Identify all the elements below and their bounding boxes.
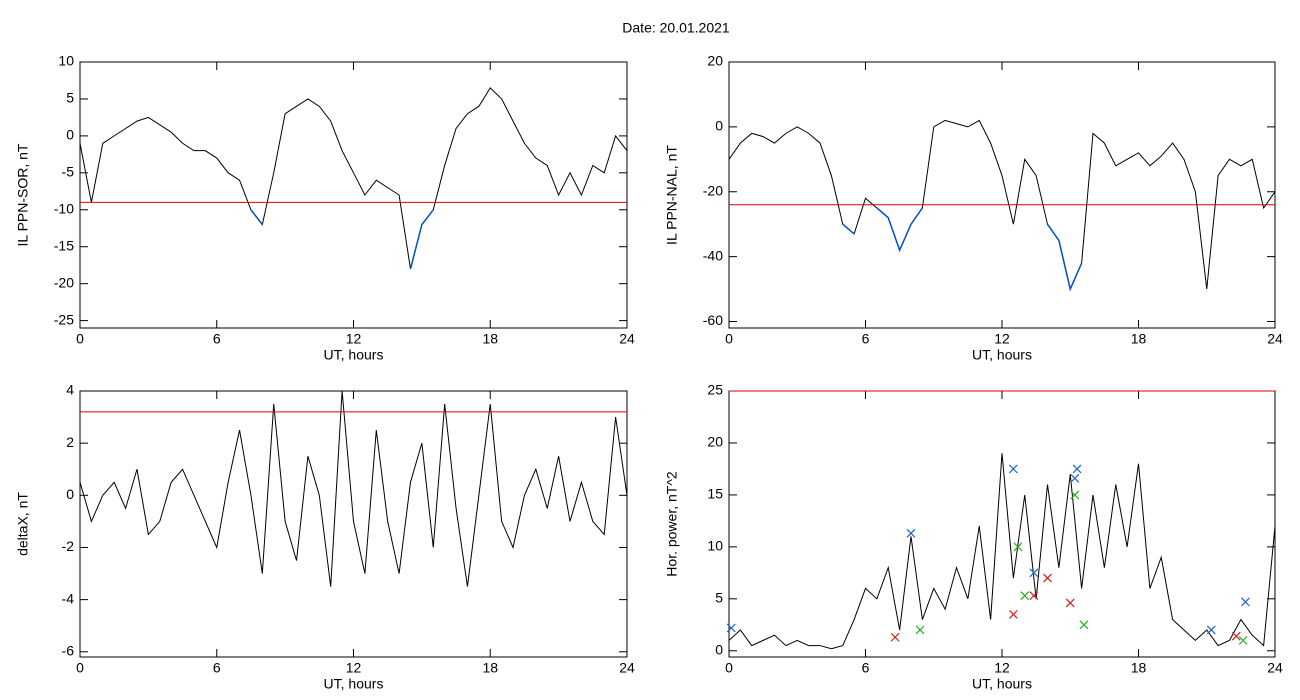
y-axis-label: deltaX, nT — [15, 492, 31, 556]
cross-marker — [726, 623, 736, 633]
y-axis-label: IL PPN-SOR, nT — [15, 143, 31, 246]
y-tick-label: 25 — [707, 382, 723, 398]
x-tick-label: 12 — [994, 331, 1010, 347]
y-tick-label: 10 — [58, 53, 74, 69]
data-line — [728, 453, 1276, 650]
x-axis-label: UT, hours — [324, 676, 384, 692]
y-tick-label: 4 — [66, 382, 74, 398]
y-tick-label: 10 — [707, 538, 723, 554]
plot-frame — [728, 61, 1276, 329]
cross-marker — [1070, 473, 1080, 483]
below-threshold-line — [409, 209, 434, 270]
y-tick-label: 2 — [66, 434, 74, 450]
cross-marker — [1206, 625, 1216, 635]
cross-marker — [890, 632, 900, 642]
y-tick-label: -25 — [54, 311, 74, 327]
data-line — [728, 119, 1276, 291]
x-tick-label: 12 — [346, 660, 362, 676]
y-tick-label: 0 — [66, 127, 74, 143]
plot-frame — [79, 390, 628, 658]
y-tick-label: -10 — [54, 200, 74, 216]
y-tick-label: -15 — [54, 237, 74, 253]
y-tick-label: -40 — [703, 247, 723, 263]
below-threshold-line — [250, 209, 263, 226]
x-tick-label: 12 — [994, 660, 1010, 676]
y-tick-label: -60 — [703, 312, 723, 328]
y-tick-label: 0 — [66, 486, 74, 502]
y-tick-label: -4 — [62, 590, 75, 606]
cross-marker — [1079, 620, 1089, 630]
y-tick-label: -20 — [54, 274, 74, 290]
x-tick-label: 6 — [862, 660, 870, 676]
x-tick-label: 6 — [213, 331, 221, 347]
cross-marker — [1008, 609, 1018, 619]
y-axis-label: IL PPN-NAL, nT — [664, 145, 680, 245]
below-threshold-line — [1046, 223, 1083, 292]
cross-marker — [1072, 464, 1082, 474]
x-tick-label: 18 — [1131, 331, 1147, 347]
x-tick-label: 18 — [1131, 660, 1147, 676]
y-tick-label: 5 — [66, 90, 74, 106]
x-tick-label: 24 — [1267, 331, 1283, 347]
x-tick-label: 24 — [619, 331, 635, 347]
x-axis-label: UT, hours — [972, 347, 1032, 363]
y-tick-label: -6 — [62, 642, 75, 658]
cross-marker — [1231, 631, 1241, 641]
x-tick-label: 6 — [862, 331, 870, 347]
x-tick-label: 6 — [213, 660, 221, 676]
cross-marker — [1029, 591, 1039, 601]
x-tick-label: 0 — [76, 660, 84, 676]
data-line — [79, 390, 628, 587]
cross-marker — [906, 528, 916, 538]
cross-marker — [1238, 635, 1248, 645]
data-line — [79, 87, 628, 270]
cross-marker — [1008, 464, 1018, 474]
y-tick-label: 15 — [707, 486, 723, 502]
x-tick-label: 0 — [725, 331, 733, 347]
cross-marker — [1013, 542, 1023, 552]
cross-marker — [1065, 598, 1075, 608]
x-tick-label: 12 — [346, 331, 362, 347]
x-axis-label: UT, hours — [972, 676, 1032, 692]
y-tick-label: 0 — [715, 118, 723, 134]
cross-marker — [915, 625, 925, 635]
y-tick-label: -5 — [62, 164, 75, 180]
plot-frame — [79, 61, 628, 329]
below-threshold-line — [876, 207, 923, 253]
cross-marker — [1029, 568, 1039, 578]
below-threshold-line — [842, 223, 855, 235]
y-axis-label: Hor. power, nT^2 — [664, 471, 680, 577]
cross-marker — [1020, 591, 1030, 601]
y-tick-label: 5 — [715, 590, 723, 606]
cross-marker — [1043, 573, 1052, 583]
x-tick-label: 18 — [482, 660, 498, 676]
y-tick-label: 20 — [707, 53, 723, 69]
x-tick-label: 24 — [619, 660, 635, 676]
y-tick-label: 20 — [707, 434, 723, 450]
x-tick-label: 24 — [1267, 660, 1283, 676]
x-tick-label: 0 — [725, 660, 733, 676]
x-tick-label: 0 — [76, 331, 84, 347]
x-axis-label: UT, hours — [324, 347, 384, 363]
figure-title: Date: 20.01.2021 — [622, 20, 730, 36]
plot-frame — [728, 390, 1276, 658]
cross-marker — [1241, 597, 1250, 607]
y-tick-label: 0 — [715, 641, 723, 657]
y-tick-label: -2 — [62, 538, 75, 554]
y-tick-label: -20 — [703, 182, 723, 198]
x-tick-label: 18 — [482, 331, 498, 347]
cross-marker — [1070, 490, 1080, 500]
